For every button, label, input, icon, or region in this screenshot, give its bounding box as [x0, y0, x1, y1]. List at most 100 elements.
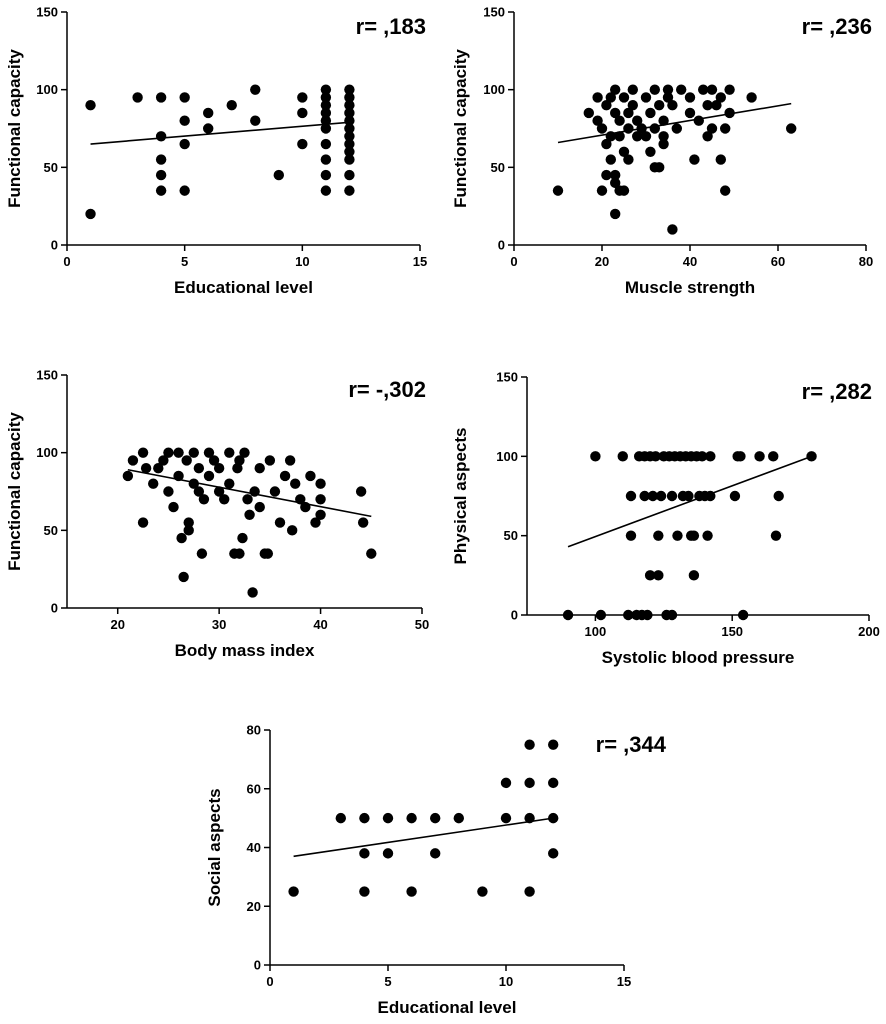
- data-point: [224, 447, 235, 458]
- data-point: [430, 812, 441, 824]
- data-point: [359, 848, 370, 859]
- data-point: [315, 509, 326, 520]
- data-point: [320, 123, 332, 134]
- data-point: [548, 739, 559, 750]
- correlation-label: r= ,236: [802, 14, 872, 39]
- data-point: [382, 812, 394, 824]
- data-point: [344, 138, 355, 150]
- data-point: [583, 107, 594, 119]
- data-point: [649, 84, 660, 95]
- y-tick-label: 100: [483, 82, 505, 97]
- data-point: [315, 478, 326, 489]
- data-point: [477, 886, 488, 897]
- data-point: [168, 501, 179, 513]
- data-point: [155, 131, 167, 142]
- data-point: [344, 154, 355, 165]
- y-tick-label: 100: [36, 82, 58, 97]
- data-point: [335, 812, 346, 824]
- correlation-label: r= ,282: [802, 379, 872, 404]
- x-tick-label: 20: [110, 617, 124, 632]
- data-point: [548, 777, 559, 789]
- data-point: [320, 138, 332, 150]
- data-point: [344, 169, 355, 181]
- data-point: [290, 478, 301, 489]
- data-point: [658, 138, 669, 150]
- data-point: [355, 486, 367, 497]
- x-axis-title: Systolic blood pressure: [602, 648, 795, 667]
- data-point: [705, 490, 716, 502]
- data-point: [548, 848, 559, 859]
- data-point: [735, 451, 746, 462]
- data-point: [219, 494, 230, 505]
- data-point: [132, 92, 143, 103]
- y-axis-title: Physical aspects: [451, 427, 470, 564]
- data-point: [193, 463, 205, 474]
- data-point: [770, 530, 782, 541]
- data-point: [653, 570, 664, 581]
- data-point: [605, 92, 616, 103]
- data-point: [524, 886, 535, 897]
- data-point: [720, 185, 731, 196]
- data-point: [203, 123, 214, 134]
- y-tick-label: 50: [491, 160, 505, 175]
- data-point: [524, 739, 535, 750]
- data-point: [654, 100, 665, 111]
- data-point: [639, 490, 650, 502]
- data-point: [605, 154, 616, 165]
- data-point: [179, 185, 190, 196]
- data-point: [667, 100, 678, 111]
- data-point: [155, 154, 167, 165]
- data-point: [295, 494, 306, 505]
- data-point: [237, 532, 248, 544]
- data-point: [198, 494, 210, 505]
- x-tick-label: 150: [721, 624, 743, 639]
- data-point: [203, 470, 215, 482]
- data-point: [320, 84, 332, 95]
- data-point: [729, 490, 741, 502]
- data-point: [705, 451, 716, 462]
- data-point: [688, 570, 700, 581]
- data-point: [239, 447, 250, 458]
- data-point: [592, 92, 603, 103]
- data-point: [658, 115, 669, 126]
- data-point: [188, 478, 199, 489]
- data-point: [183, 525, 194, 536]
- data-point: [254, 501, 265, 513]
- x-tick-label: 80: [859, 254, 873, 269]
- data-point: [250, 115, 261, 126]
- data-point: [453, 812, 464, 824]
- data-point: [234, 455, 245, 466]
- data-point: [590, 451, 601, 462]
- data-point: [320, 92, 332, 103]
- data-point: [610, 208, 621, 220]
- data-point: [315, 494, 326, 505]
- data-point: [645, 146, 656, 157]
- chart-systolic-blood-pressure-physical-aspects: 0 50 100 150 100 150 200 Systolic blood pressur…: [451, 370, 880, 668]
- data-point: [693, 115, 704, 126]
- x-tick-label: 100: [585, 624, 607, 639]
- data-point: [746, 92, 757, 103]
- data-point: [196, 548, 208, 559]
- data-point: [627, 84, 638, 95]
- data-point: [562, 609, 574, 621]
- data-point: [320, 169, 332, 181]
- data-point: [188, 447, 199, 458]
- data-point: [85, 100, 96, 111]
- y-axis-title: Functional capacity: [451, 49, 470, 208]
- data-point: [605, 131, 616, 142]
- data-point: [592, 115, 603, 126]
- data-point: [213, 463, 225, 474]
- data-point: [344, 92, 355, 103]
- trend-line: [557, 102, 792, 144]
- data-point: [122, 470, 134, 482]
- data-point: [702, 100, 713, 111]
- data-point: [617, 451, 628, 462]
- x-tick-label: 0: [266, 974, 273, 989]
- data-point: [610, 177, 621, 189]
- data-point: [344, 84, 355, 95]
- data-point: [720, 123, 731, 134]
- data-point: [649, 123, 660, 134]
- data-point: [286, 525, 298, 536]
- y-tick-label: 150: [36, 368, 58, 383]
